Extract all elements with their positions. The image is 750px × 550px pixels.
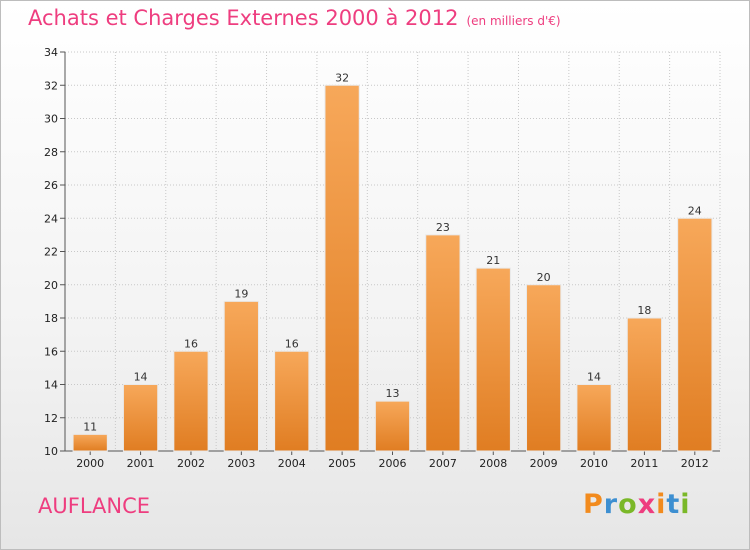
y-tick-label: 20 (44, 279, 58, 292)
bar-2009 (526, 284, 562, 452)
brand-letter: t (666, 489, 681, 520)
bars (72, 84, 713, 452)
bar-2001 (122, 384, 159, 452)
brand-letter: x (637, 489, 657, 520)
data-label: 14 (134, 371, 148, 384)
chart-title-text: Achats et Charges Externes 2000 à 2012 (28, 6, 459, 30)
bar-2010 (576, 384, 612, 452)
x-tick-label: 2003 (227, 457, 255, 470)
x-tick-label: 2006 (379, 457, 407, 470)
brand-logo: Proxiti (583, 489, 691, 520)
town-name: AUFLANCE (38, 494, 151, 518)
x-tick-label: 2000 (76, 457, 104, 470)
bar-2006 (374, 400, 411, 452)
brand-letter: o (618, 489, 638, 520)
y-tick-label: 32 (44, 79, 58, 92)
bar-2000 (72, 433, 108, 452)
x-tick-label: 2004 (278, 457, 306, 470)
data-label: 21 (486, 254, 500, 267)
x-tick-label: 2007 (429, 457, 457, 470)
y-tick-label: 24 (44, 212, 58, 225)
chart-subtitle: (en milliers d'€) (466, 14, 561, 28)
bar-2011 (626, 317, 663, 452)
bar-2003 (223, 300, 259, 452)
x-tick-label: 2001 (127, 457, 155, 470)
y-tick-label: 22 (44, 246, 58, 259)
y-tick-label: 14 (44, 379, 58, 392)
x-tick-label: 2011 (630, 457, 658, 470)
bar-2007 (425, 234, 461, 452)
bar-2012 (677, 217, 713, 452)
x-tick-label: 2002 (177, 457, 205, 470)
data-label: 24 (688, 204, 702, 217)
y-tick-label: 28 (44, 146, 58, 159)
x-tick-label: 2010 (580, 457, 608, 470)
x-tick-label: 2005 (328, 457, 356, 470)
x-tick-label: 2008 (479, 457, 507, 470)
bar-2004 (274, 350, 310, 452)
y-tick-label: 26 (44, 179, 58, 192)
brand-letter: i (680, 489, 691, 520)
chart-title: Achats et Charges Externes 2000 à 2012 (e… (28, 6, 561, 30)
data-label: 16 (184, 337, 198, 350)
y-tick-label: 12 (44, 412, 58, 425)
y-tick-label: 30 (44, 113, 58, 126)
bar-2008 (475, 267, 511, 452)
y-tick-label: 10 (44, 445, 58, 458)
y-tick-label: 34 (44, 46, 58, 59)
brand-letter: i (656, 489, 667, 520)
x-tick-label: 2012 (681, 457, 709, 470)
brand-letter: P (583, 489, 604, 520)
brand-letter: r (603, 489, 619, 520)
data-label: 11 (83, 420, 97, 433)
bar-2002 (173, 350, 209, 452)
data-label: 32 (335, 71, 349, 84)
data-label: 14 (587, 371, 601, 384)
data-label: 16 (285, 337, 299, 350)
data-label: 20 (537, 271, 551, 284)
labels: 10 12 14 16 18 20 22 24 26 28 30 32 34 11 2000 14 2001 16… (44, 46, 709, 470)
x-tick-label: 2009 (530, 457, 558, 470)
data-label: 23 (436, 221, 450, 234)
data-label: 13 (386, 387, 400, 400)
y-tick-label: 18 (44, 312, 58, 325)
y-tick-label: 16 (44, 345, 58, 358)
data-label: 19 (234, 287, 248, 300)
data-label: 18 (637, 304, 651, 317)
bar-2005 (324, 84, 360, 452)
